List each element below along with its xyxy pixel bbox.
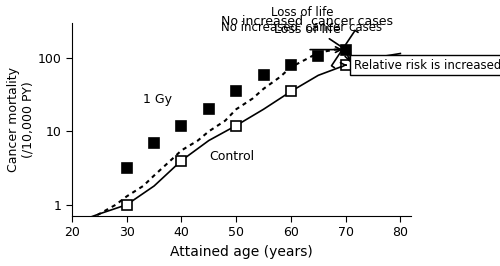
Y-axis label: Cancer mortality
(/10,000 PY): Cancer mortality (/10,000 PY) — [7, 67, 35, 172]
Text: Relative risk is increased: Relative risk is increased — [340, 59, 500, 72]
Text: No increased  cancer cases: No increased cancer cases — [222, 15, 394, 27]
Text: Loss of life: Loss of life — [274, 23, 340, 36]
Text: Loss of life
No increased  cancer cases: Loss of life No increased cancer cases — [222, 6, 382, 68]
X-axis label: Attained age (years): Attained age (years) — [170, 245, 313, 259]
Text: Control: Control — [209, 150, 254, 163]
Text: 1 Gy: 1 Gy — [143, 93, 172, 106]
